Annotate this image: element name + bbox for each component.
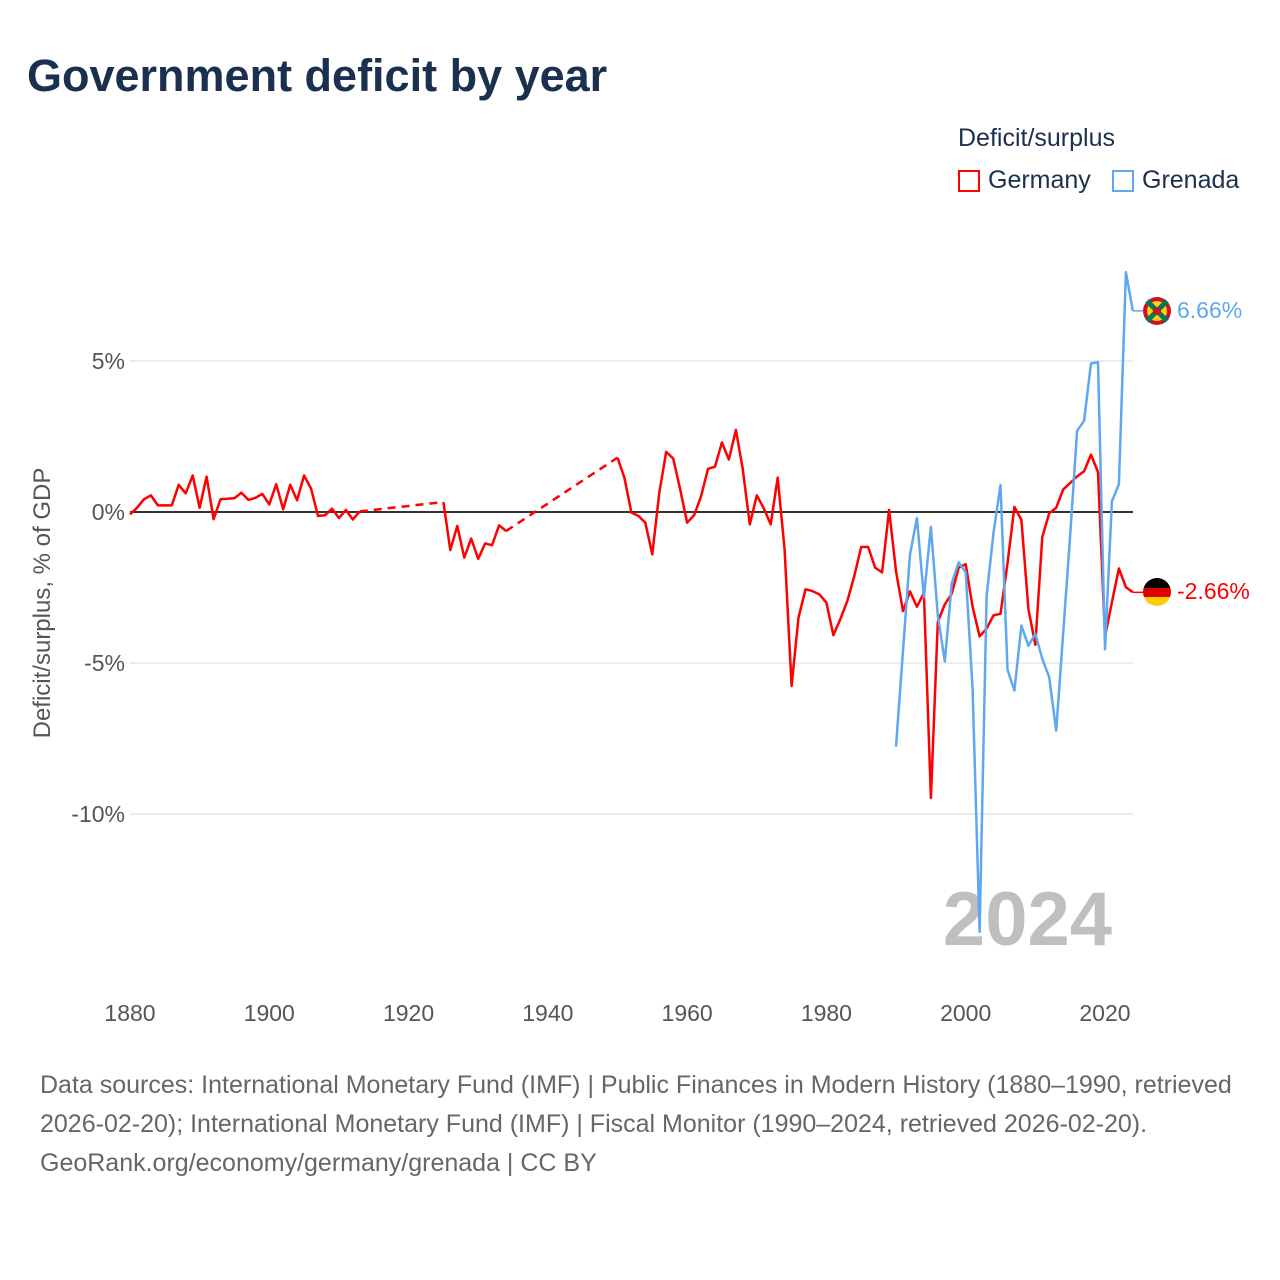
x-tick-label: 2000 — [940, 1000, 991, 1026]
credit-link[interactable]: GeoRank.org/economy/germany/grenada | CC… — [40, 1149, 597, 1177]
year-watermark: 2024 — [943, 877, 1112, 962]
series-interpolated-germany — [505, 456, 619, 533]
footer: Data sources: International Monetary Fun… — [40, 1066, 1240, 1183]
series-line-grenada — [894, 270, 1135, 934]
legend-item-grenada[interactable]: Grenada — [1112, 166, 1239, 195]
legend-title: Deficit/surplus — [958, 124, 1115, 152]
legend-swatch-grenada — [1112, 169, 1134, 192]
chart-title: Government deficit by year — [27, 50, 608, 101]
legend-label-grenada: Grenada — [1142, 166, 1240, 194]
grenada-flag-icon — [1143, 297, 1171, 325]
y-tick-label: -5% — [84, 650, 125, 676]
x-tick-label: 1880 — [104, 1000, 155, 1026]
x-tick-label: 1920 — [383, 1000, 434, 1026]
legend-item-germany[interactable]: Germany — [958, 166, 1091, 195]
y-axis-title: Deficit/surplus, % of GDP — [29, 468, 56, 739]
series-line-germany — [129, 474, 361, 521]
legend-label-germany: Germany — [988, 166, 1091, 194]
data-sources: Data sources: International Monetary Fun… — [40, 1071, 1232, 1138]
germany-end-label: -2.66% — [1177, 578, 1250, 604]
line-chart: 5% 0% -5% -10% 1880 1900 1920 1940 1960 1980 2000 2… — [29, 270, 1250, 1026]
germany-flag-icon — [1143, 578, 1171, 606]
y-tick-label: 5% — [92, 348, 125, 374]
x-tick-label: 2020 — [1079, 1000, 1130, 1026]
x-tick-label: 1900 — [244, 1000, 295, 1026]
x-tick-label: 1940 — [522, 1000, 573, 1026]
y-tick-label: -10% — [71, 801, 125, 827]
grenada-end-label: 6.66% — [1177, 297, 1242, 323]
x-tick-label: 1980 — [801, 1000, 852, 1026]
y-tick-label: 0% — [92, 499, 125, 525]
series-interpolated-germany — [359, 500, 444, 513]
series-line-germany — [616, 428, 1134, 800]
x-tick-label: 1960 — [662, 1000, 713, 1026]
legend-swatch-germany — [958, 169, 980, 192]
series-line-germany — [442, 501, 507, 561]
